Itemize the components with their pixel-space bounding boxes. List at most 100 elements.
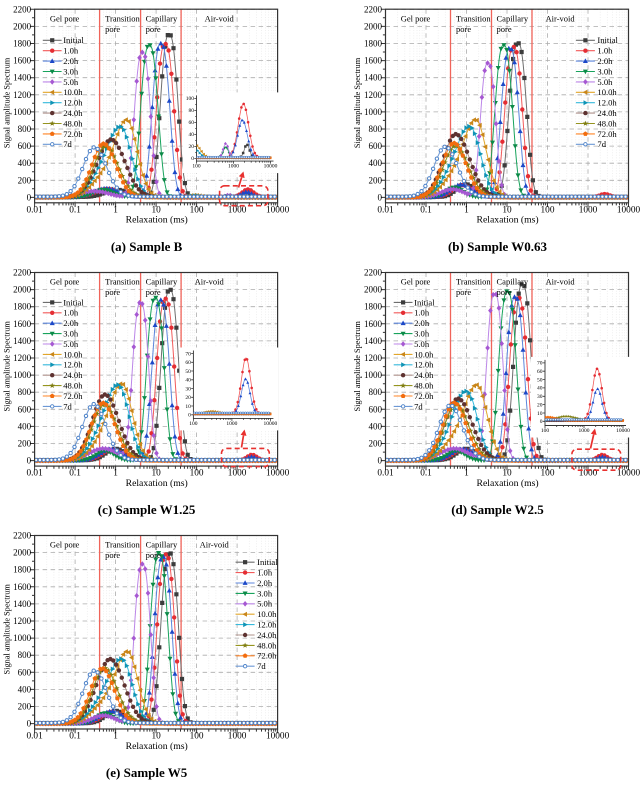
svg-text:100: 100 (189, 421, 198, 427)
svg-text:1.0h: 1.0h (597, 46, 613, 56)
svg-text:50: 50 (537, 377, 543, 383)
svg-text:(d) Sample W2.5: (d) Sample W2.5 (451, 502, 544, 517)
svg-text:12.0h: 12.0h (63, 360, 83, 370)
svg-text:Signal amplitude Spectrum: Signal amplitude Spectrum (2, 57, 11, 148)
svg-text:800: 800 (18, 387, 32, 397)
svg-text:0.1: 0.1 (69, 732, 81, 742)
svg-text:1: 1 (113, 469, 118, 479)
svg-text:10.0h: 10.0h (63, 87, 83, 97)
svg-text:5.0h: 5.0h (414, 339, 430, 349)
svg-text:12.0h: 12.0h (257, 620, 277, 630)
svg-text:1: 1 (113, 732, 118, 742)
svg-text:10000: 10000 (616, 428, 630, 434)
svg-text:0.01: 0.01 (377, 469, 394, 479)
svg-text:Relaxation (ms): Relaxation (ms) (477, 478, 539, 489)
svg-text:Capillary: Capillary (497, 277, 529, 287)
svg-text:1600: 1600 (13, 56, 32, 66)
svg-text:48.0h: 48.0h (257, 640, 277, 650)
svg-text:12.0h: 12.0h (63, 98, 83, 108)
svg-text:10000: 10000 (266, 205, 290, 215)
svg-text:200: 200 (369, 439, 383, 449)
svg-text:1000: 1000 (228, 732, 247, 742)
svg-text:Signal amplitude Spectrum: Signal amplitude Spectrum (2, 584, 11, 675)
svg-text:3.0h: 3.0h (257, 588, 273, 598)
svg-text:48.0h: 48.0h (63, 381, 83, 391)
svg-text:2.0h: 2.0h (63, 318, 79, 328)
svg-text:600: 600 (18, 667, 32, 677)
svg-text:24.0h: 24.0h (597, 108, 617, 118)
svg-text:0.01: 0.01 (26, 469, 43, 479)
svg-text:400: 400 (369, 421, 383, 431)
svg-text:Initial: Initial (63, 297, 84, 307)
svg-text:Initial: Initial (257, 557, 278, 567)
svg-text:(a) Sample B: (a) Sample B (111, 239, 183, 254)
svg-text:Gel pore: Gel pore (50, 277, 80, 287)
svg-text:Gel pore: Gel pore (401, 13, 431, 23)
svg-text:2.0h: 2.0h (257, 578, 273, 588)
svg-text:80: 80 (189, 108, 195, 114)
svg-text:1800: 1800 (13, 39, 32, 49)
svg-text:100: 100 (192, 164, 201, 170)
svg-text:2.0h: 2.0h (63, 56, 79, 66)
svg-text:800: 800 (369, 124, 383, 134)
svg-text:24.0h: 24.0h (257, 630, 277, 640)
svg-text:1200: 1200 (13, 616, 32, 626)
svg-text:Transition: Transition (105, 13, 140, 23)
svg-text:10000: 10000 (264, 421, 278, 427)
svg-text:10000: 10000 (617, 205, 641, 215)
svg-text:1800: 1800 (13, 302, 32, 312)
svg-text:1400: 1400 (364, 336, 383, 346)
svg-text:pore: pore (497, 287, 512, 297)
svg-text:Signal amplitude Spectrum: Signal amplitude Spectrum (353, 57, 362, 148)
svg-text:Capillary: Capillary (146, 13, 178, 23)
svg-text:Relaxation (ms): Relaxation (ms) (126, 215, 188, 226)
svg-text:Signal amplitude Spectrum: Signal amplitude Spectrum (353, 321, 362, 412)
svg-text:72.0h: 72.0h (63, 129, 83, 139)
svg-text:72.0h: 72.0h (257, 651, 277, 661)
svg-text:pore: pore (146, 550, 161, 560)
svg-text:0: 0 (27, 719, 32, 729)
svg-text:50: 50 (185, 369, 191, 375)
svg-text:0: 0 (191, 156, 194, 162)
svg-text:0.01: 0.01 (26, 205, 43, 215)
svg-text:3.0h: 3.0h (597, 66, 613, 76)
svg-text:5.0h: 5.0h (597, 77, 613, 87)
svg-text:20: 20 (185, 395, 191, 401)
svg-text:1000: 1000 (13, 633, 32, 643)
svg-text:48.0h: 48.0h (414, 381, 434, 391)
svg-text:0: 0 (27, 456, 32, 466)
svg-text:24.0h: 24.0h (414, 370, 434, 380)
svg-text:Initial: Initial (63, 35, 84, 45)
svg-text:24.0h: 24.0h (63, 370, 83, 380)
svg-text:1400: 1400 (364, 73, 383, 83)
svg-text:2200: 2200 (364, 4, 383, 14)
svg-text:pore: pore (105, 287, 120, 297)
svg-text:1400: 1400 (13, 73, 32, 83)
svg-text:0.1: 0.1 (69, 469, 81, 479)
svg-text:200: 200 (369, 175, 383, 185)
svg-text:1000: 1000 (228, 205, 247, 215)
svg-text:1000: 1000 (579, 469, 598, 479)
svg-text:0.1: 0.1 (420, 469, 432, 479)
svg-text:1.0h: 1.0h (63, 46, 79, 56)
svg-text:1: 1 (464, 469, 469, 479)
svg-text:600: 600 (18, 141, 32, 151)
svg-text:40: 40 (185, 378, 191, 384)
svg-text:60: 60 (189, 120, 195, 126)
svg-text:1000: 1000 (13, 107, 32, 117)
svg-text:10: 10 (537, 411, 543, 417)
svg-text:40: 40 (189, 132, 195, 138)
svg-text:Air-void: Air-void (205, 13, 235, 23)
svg-text:Capillary: Capillary (497, 13, 529, 23)
svg-text:pore: pore (456, 24, 471, 34)
svg-text:1200: 1200 (13, 90, 32, 100)
svg-text:Transition: Transition (456, 13, 491, 23)
svg-text:0: 0 (27, 192, 32, 202)
svg-text:pore: pore (146, 24, 161, 34)
svg-text:100: 100 (190, 732, 204, 742)
svg-text:2000: 2000 (13, 21, 32, 31)
svg-text:800: 800 (369, 387, 383, 397)
svg-text:Air-void: Air-void (546, 277, 576, 287)
svg-text:Signal amplitude Spectrum: Signal amplitude Spectrum (2, 321, 11, 412)
svg-text:Air-void: Air-void (195, 277, 225, 287)
